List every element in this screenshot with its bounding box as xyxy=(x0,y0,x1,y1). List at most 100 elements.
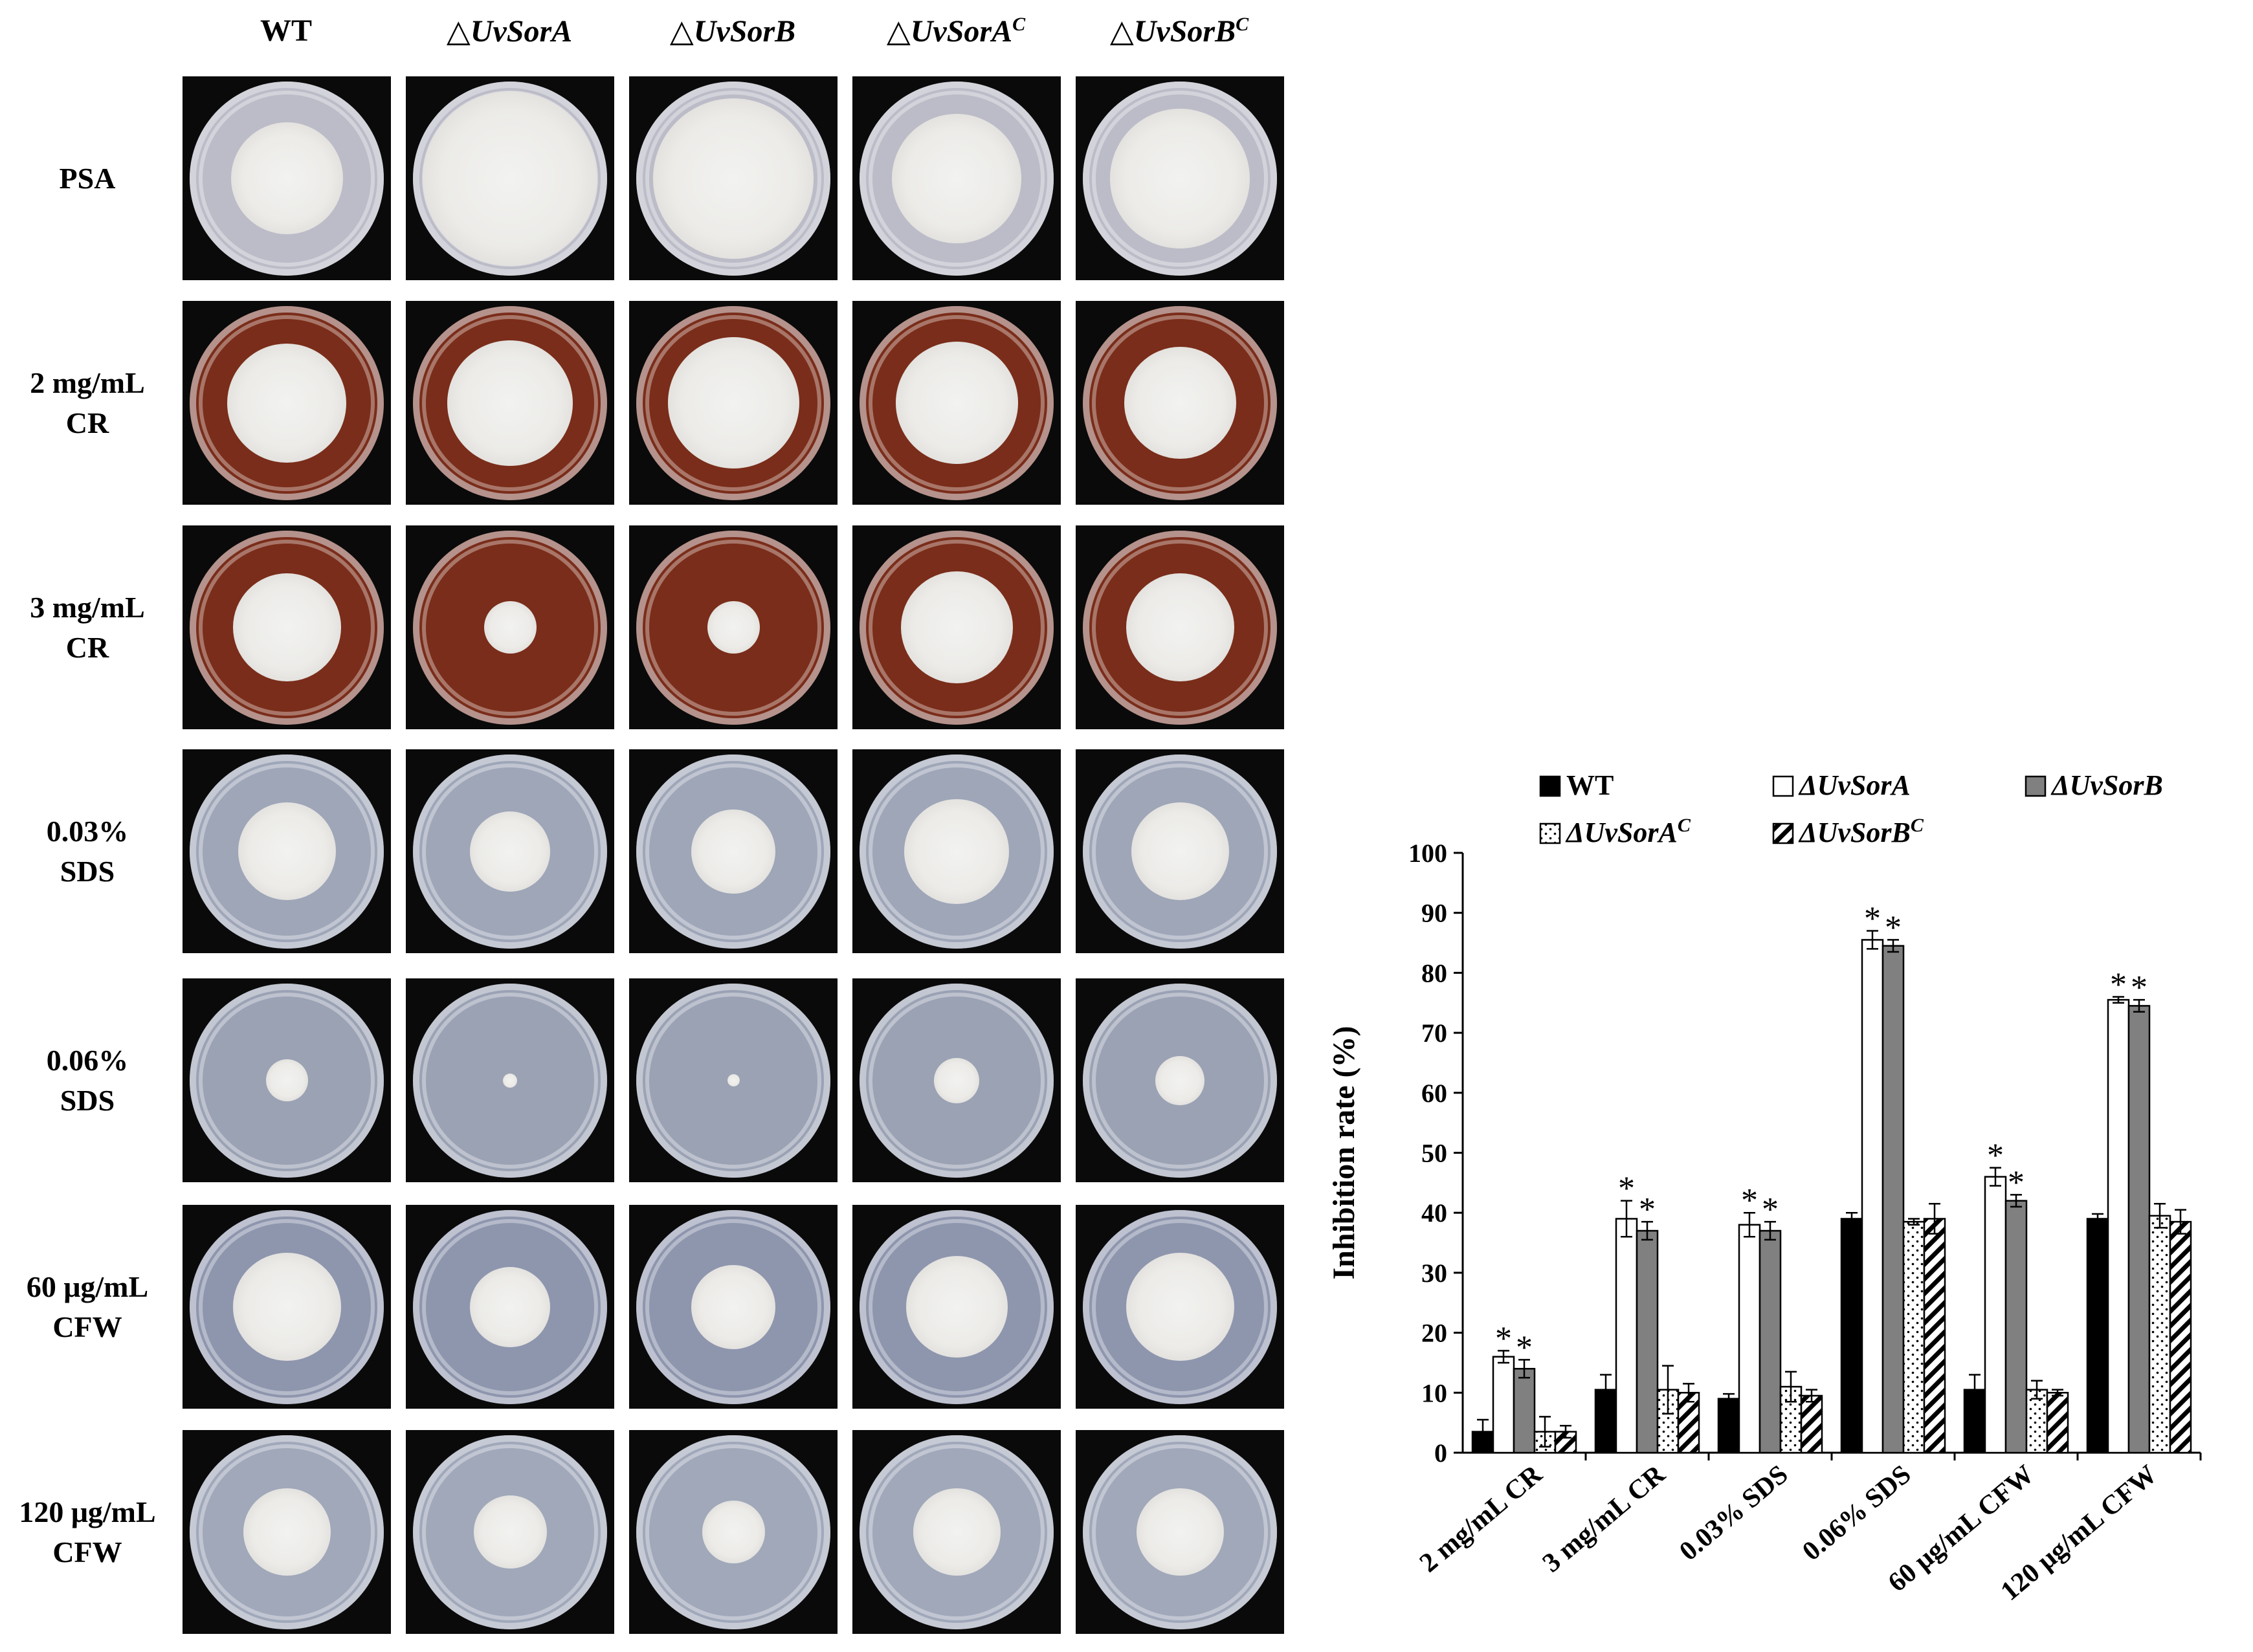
fungal-colony xyxy=(727,1074,740,1086)
bar xyxy=(1492,1356,1515,1454)
bar xyxy=(1738,1224,1761,1454)
dish-rim xyxy=(199,992,375,1169)
legend-label: ΔUvSorBC xyxy=(1798,815,1924,848)
bar xyxy=(2169,1220,2192,1454)
fungal-colony xyxy=(232,1253,341,1361)
fungal-colony xyxy=(423,91,597,266)
bar xyxy=(1800,1394,1823,1454)
dish-rim xyxy=(1092,1444,1268,1620)
petri-plate-photo xyxy=(629,1205,838,1409)
legend-label: ΔUvSorB xyxy=(2050,769,2163,801)
dish-rim xyxy=(1092,992,1268,1169)
dish-rim xyxy=(869,1444,1045,1620)
category-label: 0.06% SDS xyxy=(1797,1459,1916,1567)
petri-plate-photo xyxy=(1076,749,1284,953)
fungal-colony xyxy=(900,571,1013,683)
dish-rim xyxy=(422,314,598,491)
row-label: 0.03% SDS xyxy=(46,814,129,888)
fungal-colony xyxy=(473,1495,547,1569)
y-tick-label: 20 xyxy=(1421,1319,1447,1348)
significance-mark: * xyxy=(1639,1191,1656,1228)
category-label: 3 mg/mL CR xyxy=(1537,1459,1671,1578)
petri-plate-photo xyxy=(183,1205,391,1409)
petri-plate-photo xyxy=(183,301,391,505)
petri-plate-photo xyxy=(1076,1430,1284,1634)
fungal-colony xyxy=(913,1488,1001,1576)
fungal-colony xyxy=(265,1059,308,1101)
dish-rim xyxy=(199,1218,375,1395)
dish-rim xyxy=(645,1218,821,1395)
petri-plate-photo xyxy=(1076,1205,1284,1409)
petri-plate-photo xyxy=(1076,76,1284,280)
bar xyxy=(1677,1392,1700,1454)
column-label: △UvSorA xyxy=(446,14,573,49)
significance-mark: * xyxy=(1516,1329,1533,1366)
bar xyxy=(2148,1215,2171,1454)
fungal-colony xyxy=(1126,1253,1234,1361)
significance-mark: * xyxy=(1864,901,1881,938)
fungal-colony xyxy=(1124,347,1236,459)
dish-rim xyxy=(1092,763,1268,940)
dish-rim xyxy=(1092,539,1268,716)
dish-rim xyxy=(869,90,1045,267)
legend-swatch xyxy=(1772,775,1794,797)
significance-mark: * xyxy=(1987,1138,2004,1174)
significance-mark: * xyxy=(1741,1182,1758,1219)
fungal-colony xyxy=(1155,1055,1204,1105)
dish-rim xyxy=(422,1444,598,1620)
fungal-colony xyxy=(447,340,573,466)
petri-plate-photo xyxy=(629,749,838,953)
y-tick-label: 70 xyxy=(1421,1019,1447,1048)
dish-rim xyxy=(422,763,598,940)
dish-rim xyxy=(645,314,821,491)
y-axis-label: Inhibition rate (%) xyxy=(1327,1026,1361,1279)
fungal-colony xyxy=(1126,573,1234,681)
row-label: 60 μg/mL CFW xyxy=(26,1270,149,1343)
dish-rim xyxy=(199,314,375,491)
fungal-colony xyxy=(1136,1488,1224,1576)
fungal-colony xyxy=(892,113,1021,243)
petri-plate-photo xyxy=(629,301,838,505)
y-tick-label: 0 xyxy=(1434,1438,1447,1468)
bar xyxy=(1840,1218,1863,1454)
y-tick-label: 50 xyxy=(1421,1139,1447,1168)
fungal-colony xyxy=(483,601,537,654)
dish-rim xyxy=(869,539,1045,716)
bar xyxy=(1759,1229,1782,1454)
bar xyxy=(2086,1218,2109,1454)
legend-label: ΔUvSorA xyxy=(1798,769,1911,801)
fungal-colony xyxy=(1131,802,1229,900)
petri-plate-photo xyxy=(852,525,1061,729)
bar xyxy=(1861,939,1884,1454)
dish-rim xyxy=(199,763,375,940)
petri-plate-photo xyxy=(852,749,1061,953)
row-label: 0.06% SDS xyxy=(46,1043,129,1117)
petri-plate-photo xyxy=(1076,978,1284,1182)
dish-rim xyxy=(645,1444,821,1620)
legend-label: WT xyxy=(1566,769,1614,801)
y-tick-label: 80 xyxy=(1421,958,1447,987)
fungal-colony xyxy=(227,343,346,463)
fungal-colony xyxy=(1110,108,1250,248)
y-tick-label: 90 xyxy=(1421,899,1447,928)
bar xyxy=(2046,1392,2069,1454)
bar xyxy=(2025,1389,2048,1454)
row-label: PSA xyxy=(59,161,116,195)
row-label: 3 mg/mL CR xyxy=(30,590,145,664)
bar xyxy=(1984,1176,2007,1454)
petri-plate-photo xyxy=(183,76,391,280)
significance-mark: * xyxy=(1495,1320,1512,1357)
column-label: △UvSorAC xyxy=(886,14,1026,49)
dish-rim xyxy=(1092,314,1268,491)
bar xyxy=(1513,1367,1536,1454)
fungal-colony xyxy=(653,98,814,259)
dish-rim xyxy=(645,992,821,1169)
dish-rim xyxy=(645,539,821,716)
bar xyxy=(1923,1218,1946,1454)
petri-plate-photo xyxy=(406,525,614,729)
petri-plate-photo xyxy=(406,749,614,953)
bar xyxy=(2004,1200,2028,1454)
petri-plate-photo xyxy=(183,525,391,729)
significance-mark: * xyxy=(1885,909,1902,946)
